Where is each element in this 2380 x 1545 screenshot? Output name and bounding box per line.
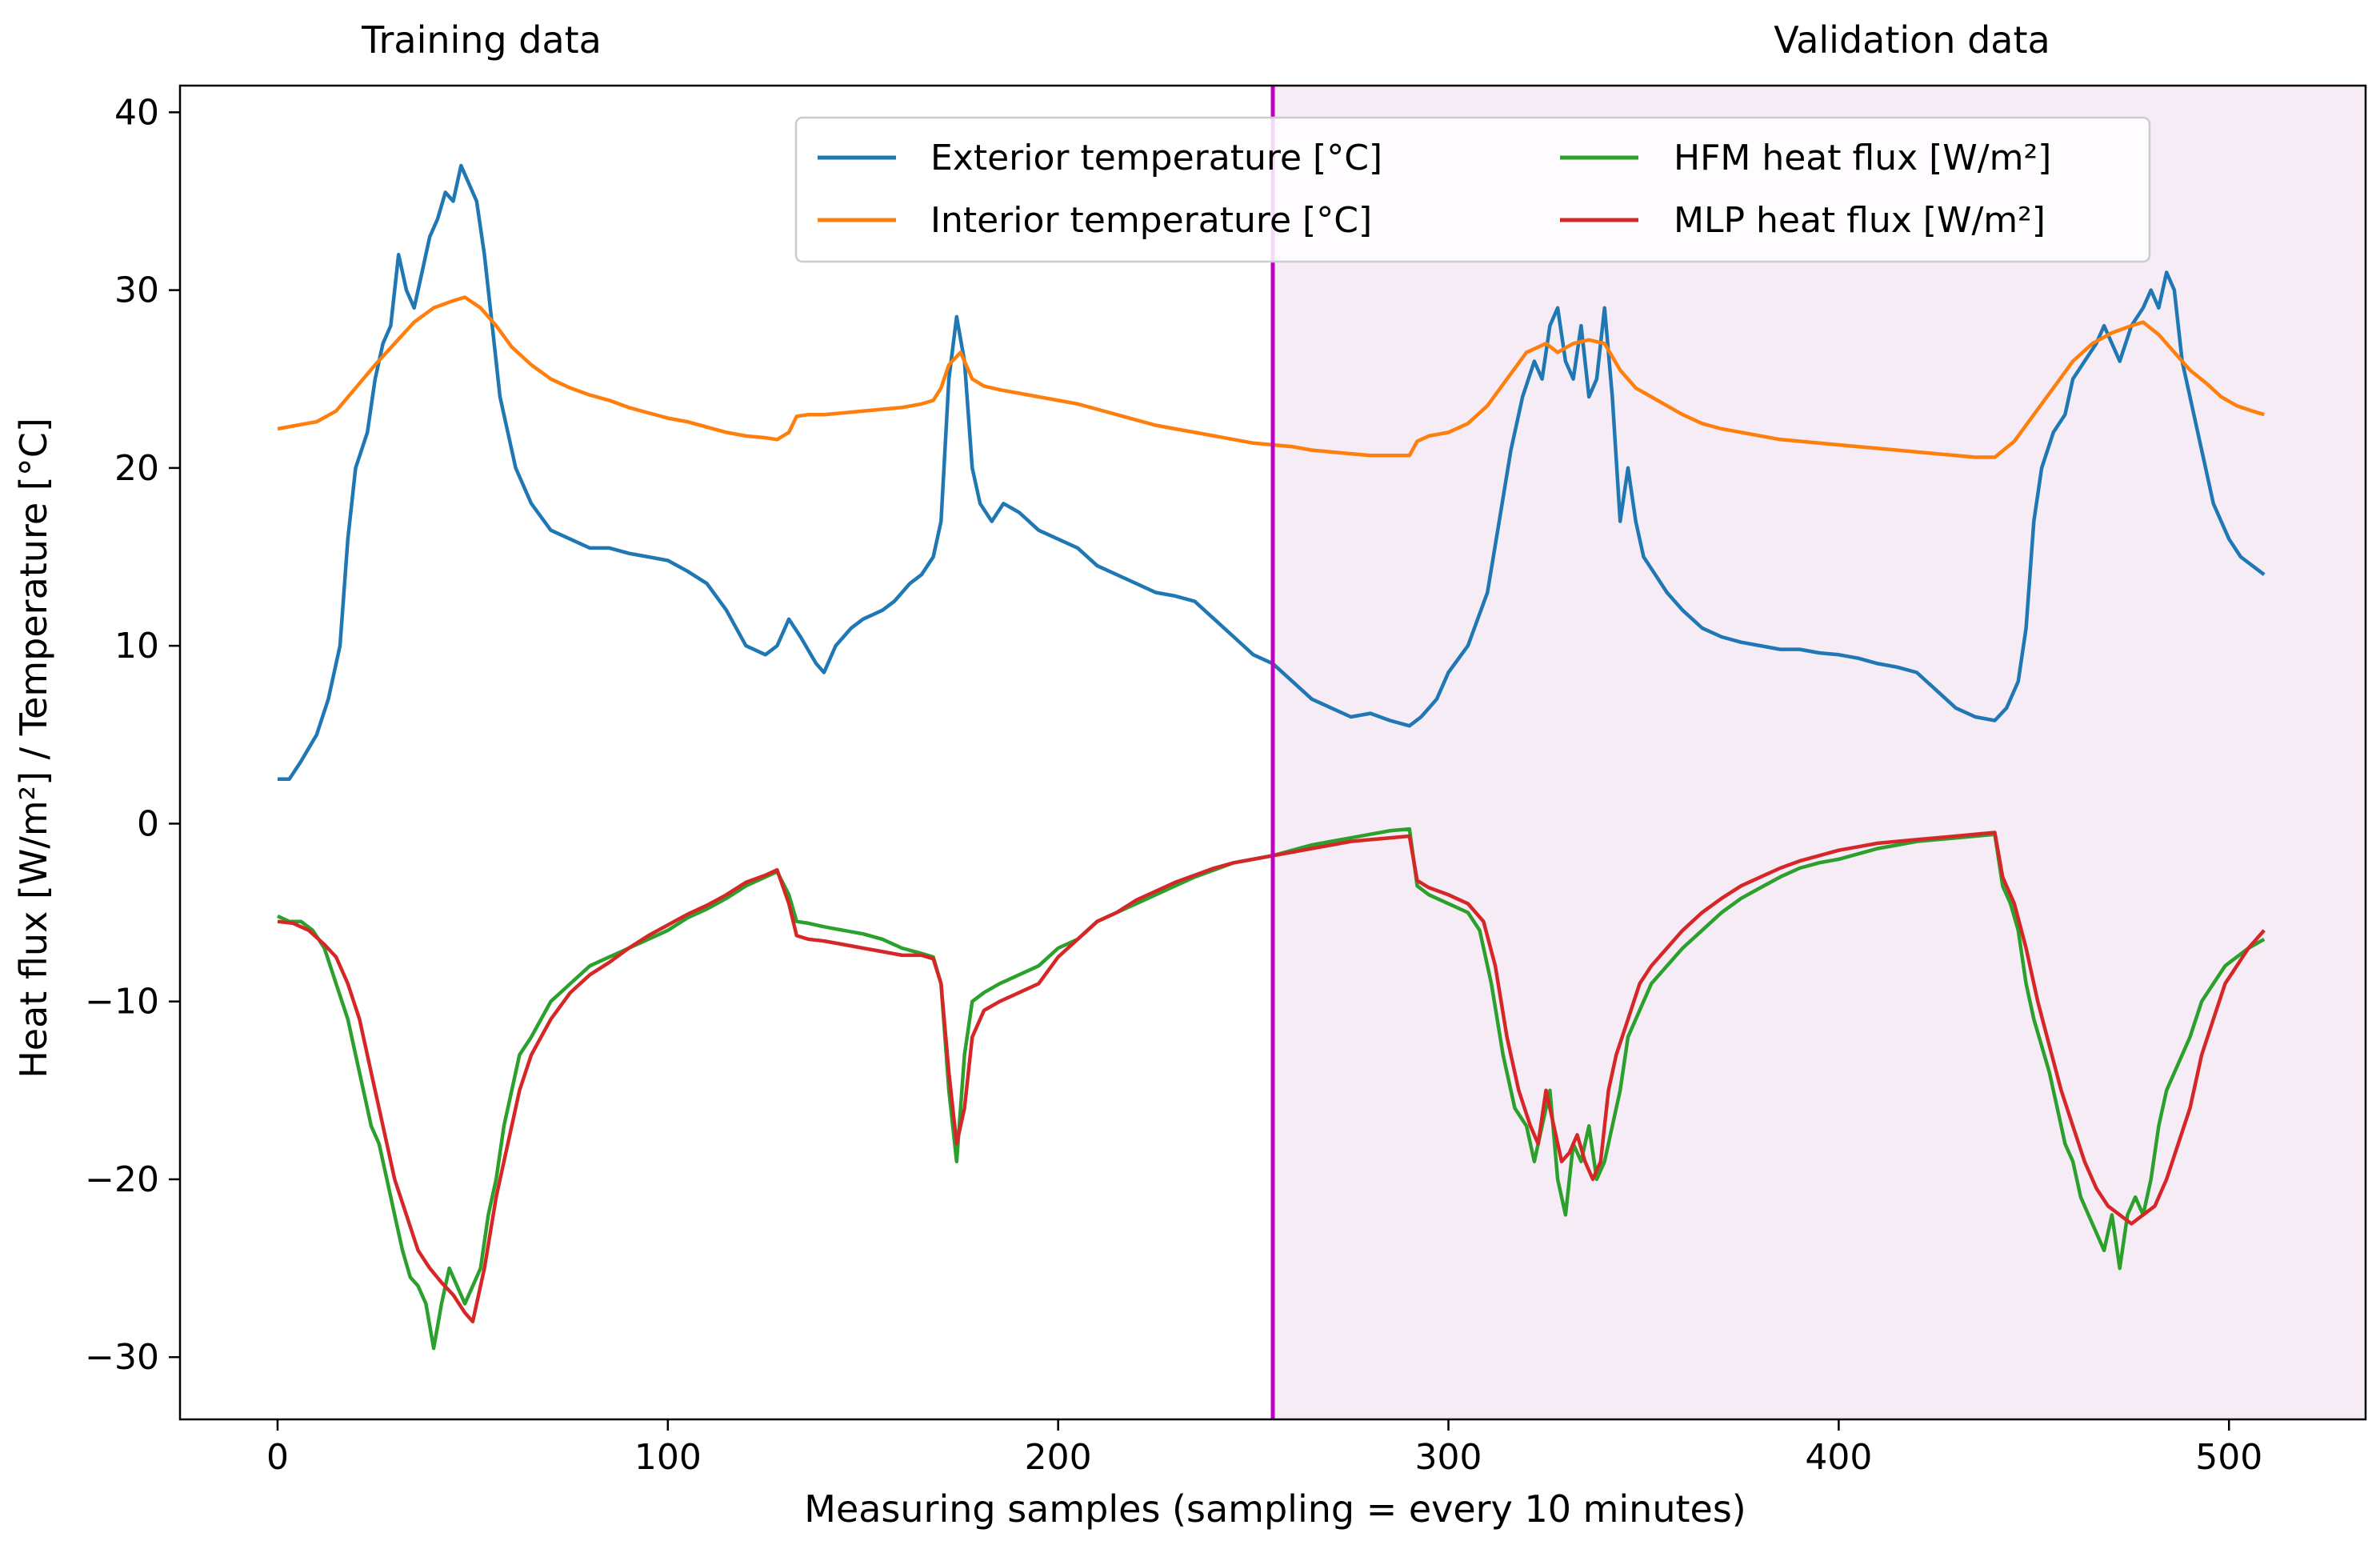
series-line-hfm-heat-flux (277, 827, 2266, 1351)
legend-box (794, 116, 2151, 263)
x-axis: 0 100 200 300 400 500 (266, 1419, 2262, 1478)
legend-label-exterior: Exterior temperature [°C] (930, 138, 1382, 178)
x-tick-label: 400 (1805, 1437, 1872, 1478)
y-axis: −30 −20 −10 0 10 20 30 40 (85, 92, 180, 1378)
legend-label-interior: Interior temperature [°C] (930, 200, 1372, 241)
plot-frame (178, 84, 2367, 1421)
legend-entry: HFM heat flux [W/m²] (1560, 138, 2051, 178)
y-tick-label: 40 (114, 92, 159, 133)
y-tick-label: 20 (114, 448, 159, 489)
training-data-label: Training data (361, 18, 602, 62)
series-line-interior-temperature (277, 295, 2265, 459)
series-line-exterior-temperature (278, 163, 2266, 782)
legend: Exterior temperature [°C] Interior tempe… (794, 116, 2151, 263)
series-line-mlp-heat-flux (277, 831, 2266, 1324)
y-axis-label: Heat flux [W/m²] / Temperature [°C] (12, 418, 55, 1079)
y-tick-label: −20 (85, 1159, 159, 1200)
x-tick-label: 100 (634, 1437, 702, 1478)
y-tick-label: 0 (137, 803, 159, 844)
legend-entry: MLP heat flux [W/m²] (1560, 200, 2046, 241)
x-tick-label: 0 (266, 1437, 289, 1478)
legend-entry: Exterior temperature [°C] (818, 138, 1382, 178)
y-tick-label: 10 (114, 626, 159, 666)
series-layer (277, 163, 2266, 1351)
y-tick-label: −30 (85, 1337, 159, 1378)
y-tick-label: 30 (114, 270, 159, 311)
plot-area (1273, 86, 2366, 1419)
x-tick-label: 200 (1025, 1437, 1092, 1478)
validation-region-shade (1273, 86, 2366, 1419)
legend-entry: Interior temperature [°C] (818, 200, 1372, 241)
y-tick-label: −10 (85, 982, 159, 1023)
validation-data-label: Validation data (1774, 18, 2050, 62)
legend-label-hfm: HFM heat flux [W/m²] (1674, 138, 2051, 178)
legend-label-mlp: MLP heat flux [W/m²] (1674, 200, 2046, 241)
x-tick-label: 300 (1415, 1437, 1482, 1478)
x-tick-label: 500 (2195, 1437, 2262, 1478)
x-axis-label: Measuring samples (sampling = every 10 m… (804, 1487, 1746, 1531)
